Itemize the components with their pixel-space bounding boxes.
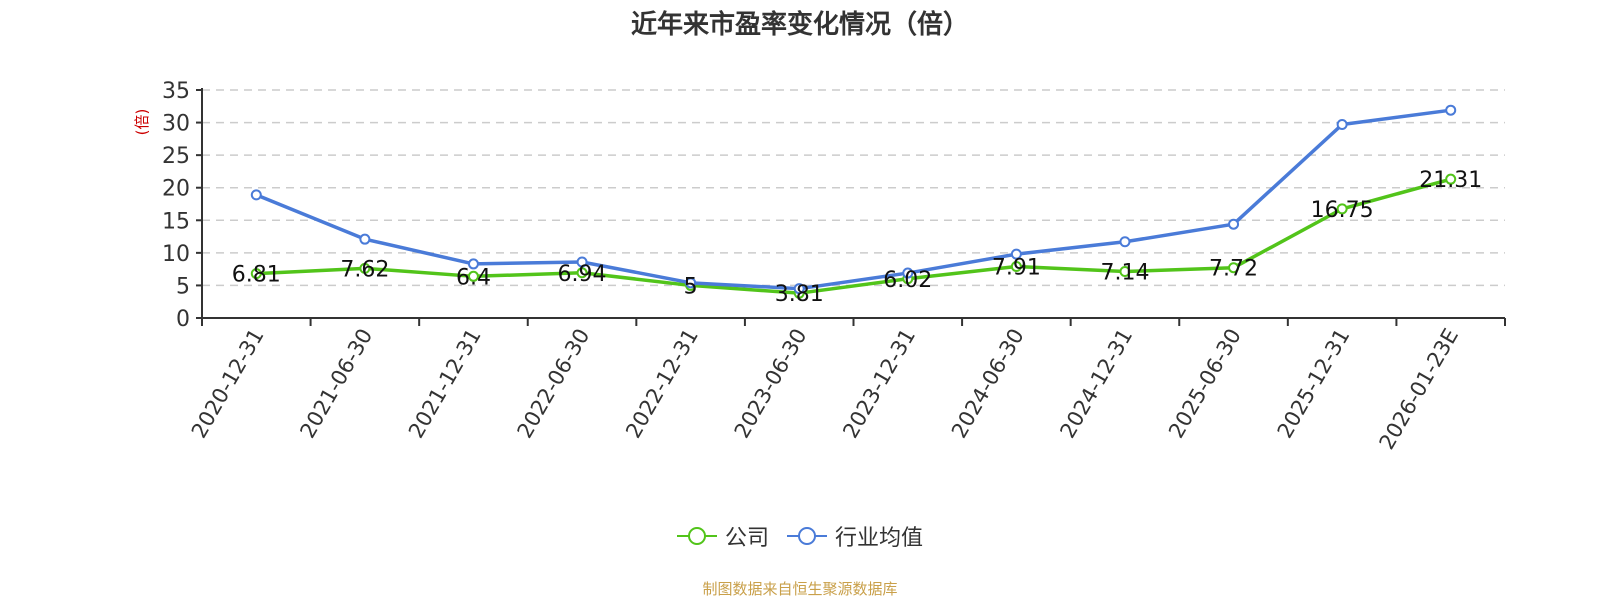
company-point[interactable]	[250, 268, 262, 280]
x-tick-label: 2022-06-30	[513, 325, 595, 443]
legend-label-company: 公司	[724, 526, 769, 551]
gridlines	[202, 89, 1505, 287]
y-axis-unit-label: (倍)	[133, 109, 151, 136]
chart-title: 近年来市盈率变化情况（倍）	[630, 10, 969, 40]
y-tick-label: 15	[162, 209, 190, 234]
company-data-label: 16.75	[1311, 198, 1374, 223]
data-labels: 6.81 7.62 6.4 6.94 5 3.81 6.02 7.91 7.14 7.72 16.7…	[232, 168, 1482, 307]
company-point[interactable]	[576, 267, 588, 279]
company-point[interactable]	[1336, 203, 1348, 215]
y-axis: 0 5 10 15 20 25 30 35 (倍)	[133, 79, 203, 332]
company-point[interactable]	[1119, 265, 1131, 277]
y-tick-label: 5	[176, 274, 190, 299]
industry-point[interactable]	[1445, 104, 1457, 116]
company-point[interactable]	[1445, 173, 1457, 185]
y-tick-label: 0	[176, 307, 190, 332]
legend-item-industry[interactable]: 行业均值	[787, 520, 923, 552]
company-point[interactable]	[1010, 260, 1022, 272]
company-data-label: 6.02	[883, 268, 932, 293]
industry-point[interactable]	[902, 267, 914, 279]
x-tick-label: 2025-06-30	[1164, 325, 1246, 443]
x-tick-label: 2021-12-31	[404, 325, 486, 443]
company-data-label: 6.81	[232, 263, 281, 288]
legend-company-icon	[676, 527, 717, 545]
legend-item-company[interactable]: 公司	[676, 520, 769, 552]
industry-point[interactable]	[359, 233, 371, 245]
x-tick-label: 2026-01-23E	[1375, 325, 1463, 454]
industry-point[interactable]	[576, 256, 588, 268]
x-tick-label: 2025-12-31	[1273, 325, 1355, 443]
company-data-label: 7.62	[340, 257, 389, 282]
company-data-label: 21.31	[1419, 168, 1482, 193]
x-tick-label: 2023-06-30	[730, 325, 812, 443]
legend-industry-icon	[787, 527, 827, 545]
legend-label-industry: 行业均值	[835, 526, 924, 551]
x-tick-label: 2022-12-31	[621, 325, 703, 443]
x-tick-label: 2020-12-31	[187, 325, 269, 443]
company-point[interactable]	[1228, 262, 1240, 274]
industry-point[interactable]	[1336, 119, 1348, 131]
industry-point[interactable]	[467, 258, 479, 270]
industry-point[interactable]	[685, 277, 697, 289]
company-data-label: 5	[684, 274, 698, 299]
y-tick-label: 25	[162, 144, 190, 169]
series-lines	[250, 104, 1457, 299]
company-point[interactable]	[359, 262, 371, 274]
industry-point[interactable]	[1228, 218, 1240, 230]
data-source-footer: 制图数据来自恒生聚源数据库	[702, 580, 898, 598]
company-data-label: 6.94	[558, 262, 607, 287]
company-point[interactable]	[467, 270, 479, 282]
company-line	[256, 177, 1452, 295]
industry-point[interactable]	[793, 283, 805, 295]
company-data-label: 3.81	[775, 282, 824, 307]
industry-point[interactable]	[1119, 236, 1131, 248]
y-tick-label: 35	[162, 79, 190, 104]
company-data-label: 7.72	[1209, 257, 1258, 282]
industry-point[interactable]	[1010, 248, 1022, 260]
y-tick-label: 20	[162, 177, 190, 202]
industry-line	[255, 108, 1451, 291]
industry-point[interactable]	[250, 189, 262, 201]
legend: 公司 行业均值	[0, 520, 1600, 552]
x-axis: 2020-12-31 2021-06-30 2021-12-31 2022-06-30…	[187, 317, 1506, 454]
x-tick-label: 2024-12-31	[1055, 325, 1137, 443]
company-data-label: 7.91	[992, 255, 1041, 280]
y-tick-label: 10	[162, 242, 190, 267]
company-data-label: 7.14	[1100, 260, 1149, 285]
company-data-label: 6.4	[456, 265, 491, 290]
y-tick-label: 30	[162, 112, 190, 137]
x-tick-label: 2023-12-31	[838, 325, 920, 443]
x-tick-label: 2024-06-30	[947, 325, 1029, 443]
x-tick-label: 2021-06-30	[295, 325, 377, 443]
